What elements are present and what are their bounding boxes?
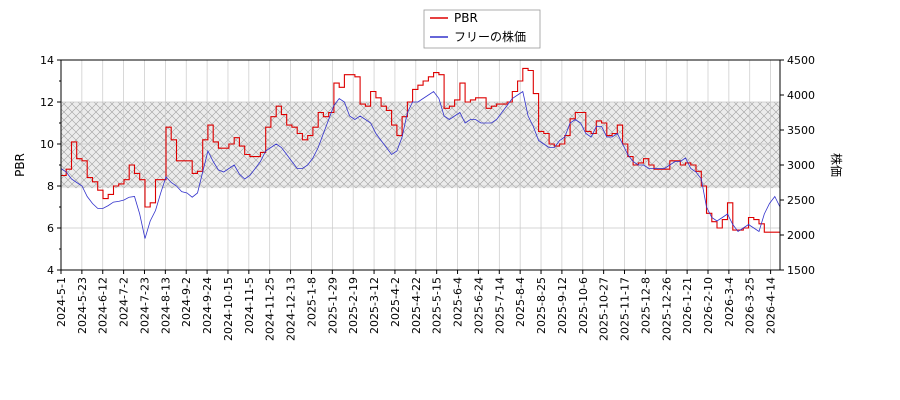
y-left-tick-label: 10 xyxy=(40,138,54,151)
x-tick-label: 2025-10-6 xyxy=(577,277,590,334)
series-line-pbr xyxy=(61,67,780,233)
legend-label-price: フリーの株価 xyxy=(454,29,526,44)
x-tick-label: 2025-1-29 xyxy=(326,277,339,334)
x-tick-label: 2024-8-13 xyxy=(159,277,172,334)
x-tick-label: 2025-8-25 xyxy=(535,277,548,334)
x-axis: 2024-5-1 2024-5-23 2024-6-12 2024-7-2 2024-7… xyxy=(55,270,778,341)
left-axis-label: PBR xyxy=(13,153,27,177)
x-tick-label: 2025-6-4 xyxy=(452,277,465,327)
x-tick-label: 2025-11-17 xyxy=(619,277,632,341)
x-tick-label: 2024-7-2 xyxy=(118,277,131,327)
x-tick-label: 2024-11-25 xyxy=(264,277,277,341)
legend-label-pbr: PBR xyxy=(454,11,478,25)
x-tick-label: 2024-11-5 xyxy=(243,277,256,334)
pbr-range-band xyxy=(61,102,780,189)
x-tick-label: 2025-1-8 xyxy=(305,277,318,327)
x-tick-label: 2026-2-10 xyxy=(702,277,715,334)
y-right-tick-label: 2000 xyxy=(787,229,815,242)
x-tick-label: 2025-3-12 xyxy=(368,277,381,334)
x-tick-label: 2026-4-14 xyxy=(765,277,778,334)
x-tick-label: 2024-7-23 xyxy=(138,277,151,334)
x-tick-label: 2025-9-12 xyxy=(556,277,569,334)
y-right-tick-label: 4000 xyxy=(787,89,815,102)
x-tick-label: 2025-4-2 xyxy=(389,277,402,327)
x-tick-label: 2025-4-22 xyxy=(410,277,423,334)
x-tick-label: 2024-9-2 xyxy=(180,277,193,327)
y-right-tick-label: 3500 xyxy=(787,124,815,137)
x-tick-label: 2025-2-19 xyxy=(347,277,360,334)
left-y-axis: 4 6 8 10 12 14 xyxy=(40,54,61,277)
x-tick-label: 2024-10-15 xyxy=(222,277,235,341)
x-tick-label: 2025-10-27 xyxy=(598,277,611,341)
x-tick-label: 2025-5-15 xyxy=(431,277,444,334)
right-y-axis: 1500 2000 2500 3000 3500 4000 4500 xyxy=(780,54,815,277)
y-left-tick-label: 8 xyxy=(47,180,54,193)
y-left-tick-label: 6 xyxy=(47,222,54,235)
x-tick-label: 2025-8-4 xyxy=(514,277,527,327)
x-tick-label: 2024-12-13 xyxy=(285,277,298,341)
y-right-tick-label: 1500 xyxy=(787,264,815,277)
series-line-price xyxy=(61,90,780,239)
x-tick-label: 2025-6-24 xyxy=(472,277,485,334)
x-tick-label: 2024-5-1 xyxy=(55,277,68,327)
y-right-tick-label: 2500 xyxy=(787,194,815,207)
legend-box xyxy=(423,9,541,49)
y-right-tick-label: 4500 xyxy=(787,54,815,67)
right-axis-label: 株価 xyxy=(829,153,844,177)
x-tick-label: 2026-1-21 xyxy=(681,277,694,334)
x-tick-label: 2025-12-8 xyxy=(639,277,652,334)
x-tick-label: 2024-5-23 xyxy=(76,277,89,334)
y-left-tick-label: 12 xyxy=(40,96,54,109)
legend: PBR フリーの株価 xyxy=(423,9,541,49)
y-left-tick-label: 14 xyxy=(40,54,54,67)
x-tick-label: 2024-9-24 xyxy=(201,277,214,334)
y-left-tick-label: 4 xyxy=(47,264,54,277)
x-tick-label: 2025-7-14 xyxy=(493,277,506,334)
x-tick-label: 2026-3-25 xyxy=(744,277,757,334)
x-tick-label: 2025-12-26 xyxy=(660,277,673,341)
x-tick-label: 2024-6-12 xyxy=(97,277,110,334)
series-lines xyxy=(61,67,780,239)
band-hatch xyxy=(61,102,780,189)
x-tick-label: 2026-3-4 xyxy=(723,277,736,327)
y-right-tick-label: 3000 xyxy=(787,159,815,172)
